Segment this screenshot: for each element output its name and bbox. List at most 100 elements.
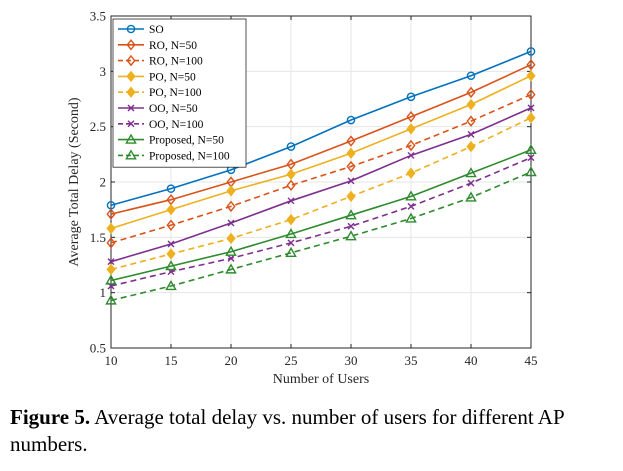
- data-point: [106, 208, 116, 220]
- data-point: [286, 213, 296, 226]
- legend-label: RO, N=100: [149, 56, 203, 68]
- data-point: [527, 154, 535, 162]
- series-line: [110, 156, 532, 287]
- data-point: [466, 115, 476, 127]
- data-point: [165, 280, 177, 291]
- data-point: [127, 104, 135, 112]
- data-point: [406, 139, 416, 152]
- data-point: [286, 142, 296, 151]
- data-point: [166, 184, 176, 193]
- data-point: [167, 240, 175, 248]
- series-4: [106, 70, 536, 235]
- series-line: [110, 63, 532, 215]
- series-7: [107, 154, 535, 290]
- figure-caption: Figure 5. Average total delay vs. number…: [10, 404, 616, 458]
- data-point: [466, 140, 476, 153]
- figure-caption-text: Average total delay vs. number of users …: [10, 405, 564, 456]
- legend-item: OO, N=50: [118, 103, 198, 115]
- data-point: [465, 167, 477, 178]
- data-point: [406, 92, 416, 102]
- data-point: [407, 151, 415, 159]
- data-point: [346, 135, 356, 147]
- data-point: [526, 112, 536, 124]
- data-point: [345, 209, 357, 220]
- data-point: [467, 130, 475, 138]
- data-point: [526, 88, 536, 101]
- data-point: [226, 232, 236, 245]
- series-line: [110, 117, 532, 271]
- data-point: [405, 212, 417, 223]
- data-point: [526, 58, 536, 71]
- series-6: [107, 104, 535, 266]
- x-axis-label: Number of Users: [273, 372, 369, 387]
- y-tick-label: 2: [100, 175, 107, 190]
- legend-label: RO, N=50: [149, 40, 197, 52]
- series-line: [110, 149, 532, 282]
- data-point: [346, 115, 356, 125]
- y-tick-label: 0.5: [90, 341, 106, 356]
- data-point: [227, 219, 235, 227]
- data-point: [166, 219, 176, 231]
- legend-label: OO, N=50: [149, 103, 198, 115]
- legend-label: Proposed, N=50: [149, 135, 224, 147]
- legend-item: RO, N=100: [118, 54, 203, 68]
- legend-label: Proposed, N=100: [149, 150, 230, 162]
- x-tick-label: 15: [165, 353, 178, 368]
- data-point: [126, 39, 136, 51]
- data-point: [285, 228, 297, 239]
- data-point: [525, 143, 537, 155]
- legend-item: Proposed, N=50: [118, 133, 224, 147]
- x-tick-label: 25: [285, 353, 298, 368]
- series-8: [105, 143, 537, 285]
- data-point: [105, 274, 117, 285]
- legend-item: PO, N=100: [118, 86, 202, 99]
- data-point: [106, 237, 116, 249]
- data-point: [466, 71, 476, 81]
- data-point: [407, 202, 415, 210]
- data-point: [346, 160, 356, 173]
- data-point: [527, 104, 535, 112]
- series-layer: [105, 47, 537, 305]
- data-point: [285, 246, 297, 257]
- data-point: [226, 185, 236, 197]
- y-axis-label: Average Total Delay (Second): [67, 97, 82, 266]
- data-point: [286, 179, 296, 192]
- data-point: [406, 123, 416, 135]
- data-point: [127, 120, 135, 128]
- data-point: [405, 190, 417, 201]
- data-point: [465, 191, 477, 202]
- legend-item: RO, N=50: [118, 39, 197, 52]
- x-tick-label: 20: [225, 353, 238, 368]
- x-tick-label: 35: [405, 353, 418, 368]
- data-point: [345, 230, 357, 241]
- legend-item: SO: [118, 24, 164, 36]
- x-tick-label: 45: [525, 353, 538, 368]
- data-point: [106, 263, 116, 276]
- data-point: [346, 147, 356, 159]
- data-point: [227, 254, 235, 262]
- series-5: [106, 112, 536, 276]
- series-1: [106, 47, 536, 210]
- figure-caption-label: Figure 5.: [10, 405, 91, 429]
- grid-lines: [110, 15, 532, 349]
- data-point: [125, 149, 137, 160]
- data-point: [166, 203, 176, 216]
- legend-item: PO, N=50: [118, 70, 196, 83]
- data-point: [126, 86, 136, 98]
- data-point: [287, 197, 295, 205]
- data-point: [125, 133, 137, 144]
- line-chart: 10 15 20 25 30 35 40 45 0.5 1 1.5 2 2.5 3 3.5 Number o…: [67, 9, 538, 388]
- legend-label: PO, N=50: [149, 71, 196, 83]
- data-point: [526, 70, 536, 82]
- series-line: [110, 93, 532, 244]
- data-point: [346, 190, 356, 203]
- data-point: [466, 86, 476, 99]
- y-tick-label: 1: [100, 285, 107, 300]
- series-line: [110, 75, 532, 230]
- y-tick-label: 1.5: [90, 230, 106, 245]
- data-point: [107, 258, 115, 266]
- axis-ticks: 10 15 20 25 30 35 40 45 0.5 1 1.5 2 2.5 3 3.5: [90, 9, 538, 369]
- data-point: [105, 294, 117, 305]
- x-tick-label: 10: [105, 353, 118, 368]
- y-tick-label: 2.5: [90, 119, 106, 134]
